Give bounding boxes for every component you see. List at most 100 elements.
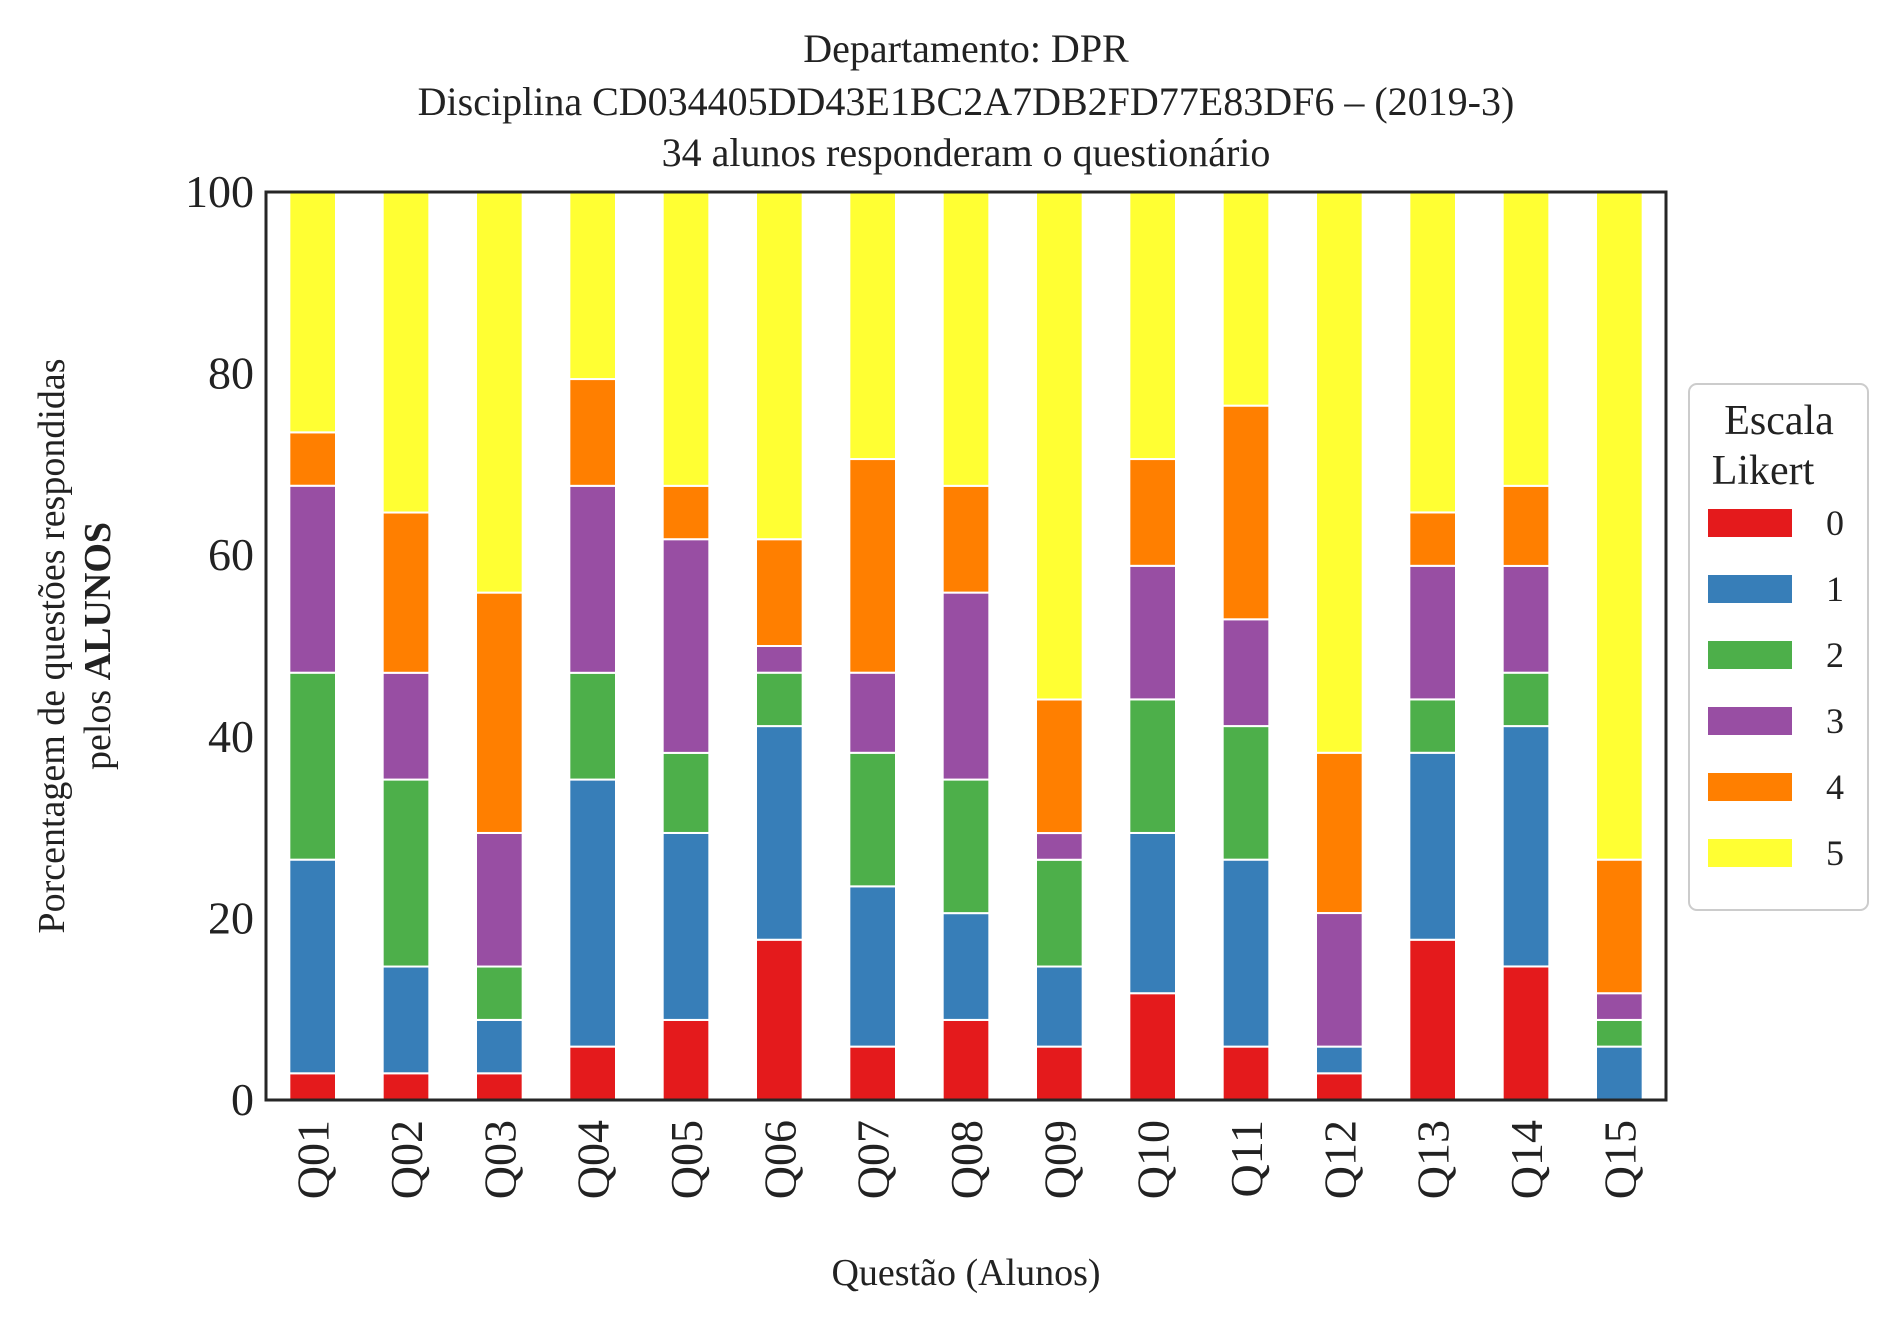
- bar-segment-q06-scale-0: [755, 938, 804, 1101]
- bar-segment-q09-scale-3: [1035, 832, 1084, 861]
- bar-segment-q11-scale-5: [1221, 191, 1271, 407]
- bar-segment-q03-scale-2: [475, 965, 524, 1021]
- bar-segment-q12-scale-4: [1315, 751, 1364, 915]
- bar-segment-q09-scale-1: [1035, 965, 1084, 1048]
- x-tick-label-q01: Q01: [288, 1120, 339, 1199]
- legend-swatch-3: [1708, 707, 1792, 735]
- bar-segment-q02-scale-5: [381, 191, 431, 514]
- bar-segment-q12-scale-0: [1315, 1072, 1364, 1102]
- bar-segment-q06-scale-3: [755, 645, 804, 674]
- x-tick-label-q15: Q15: [1594, 1120, 1645, 1199]
- x-axis: Q01 Q02 Q03 Q04 Q05 Q06 Q07 Q08 Q09 Q10 Q11 Q12 Q13 Q…: [288, 1120, 1646, 1199]
- title-line-3: 34 alunos responderam o questionário: [662, 130, 1271, 175]
- legend-label-4: 4: [1826, 767, 1844, 807]
- bar-segment-q14-scale-3: [1501, 564, 1551, 674]
- bar-segment-q07-scale-0: [848, 1045, 898, 1101]
- plot-frame: [264, 190, 1668, 1102]
- bar-segment-q11-scale-3: [1221, 618, 1271, 728]
- y-axis-label-bold: ALUNOS: [77, 522, 119, 680]
- bar-segment-q02-scale-1: [381, 965, 431, 1075]
- bar-segment-q10-scale-2: [1128, 698, 1177, 834]
- bar-segment-q05-scale-5: [661, 191, 711, 487]
- y-tick-label-0: 0: [231, 1074, 254, 1125]
- x-tick-label-q05: Q05: [661, 1120, 712, 1199]
- bars-layer: [288, 191, 1644, 1102]
- legend: Escala Likert 0 1 2 3 4 5: [1688, 383, 1869, 911]
- bar-segment-q01-scale-2: [288, 671, 337, 861]
- y-axis-label-line-1: Porcentagem de questões respondidas: [31, 358, 73, 933]
- bar-segment-q02-scale-2: [381, 778, 431, 968]
- bar-segment-q03-scale-4: [475, 591, 524, 834]
- bar-segment-q06-scale-1: [755, 725, 804, 941]
- bar-segment-q15-scale-4: [1595, 858, 1644, 995]
- bar-segment-q08-scale-5: [941, 191, 991, 487]
- legend-swatch-0: [1708, 509, 1792, 537]
- y-axis: 0 20 40 60 80 100: [185, 166, 254, 1125]
- bar-segment-q01-scale-3: [288, 484, 337, 674]
- bar-segment-q04-scale-2: [568, 671, 618, 781]
- bar-segment-q09-scale-0: [1035, 1045, 1084, 1101]
- y-tick-label-60: 60: [208, 529, 254, 580]
- bar-segment-q07-scale-2: [848, 751, 898, 888]
- legend-items: 0 1 2 3 4 5: [1708, 503, 1844, 873]
- bar-segment-q13-scale-3: [1408, 564, 1457, 701]
- bar-segment-q15-scale-3: [1595, 992, 1644, 1021]
- bar-segment-q11-scale-0: [1221, 1045, 1271, 1101]
- bar-segment-q01-scale-5: [288, 191, 337, 434]
- bar-segment-q06-scale-5: [755, 191, 804, 541]
- bar-segment-q05-scale-1: [661, 831, 711, 1021]
- y-tick-label-20: 20: [208, 892, 254, 943]
- x-tick-label-q06: Q06: [754, 1120, 805, 1199]
- bar-segment-q03-scale-3: [475, 831, 524, 968]
- bar-segment-q15-scale-2: [1595, 1018, 1644, 1048]
- bar-segment-q13-scale-1: [1408, 751, 1457, 941]
- y-axis-label: Porcentagem de questões respondidas pelo…: [31, 358, 119, 933]
- bar-segment-q10-scale-5: [1128, 191, 1177, 461]
- y-axis-label-prefix: pelos: [77, 680, 119, 770]
- bar-segment-q14-scale-5: [1501, 191, 1551, 487]
- bar-segment-q06-scale-2: [755, 671, 804, 728]
- chart-title: Departamento: DPR Disciplina CD034405DD4…: [418, 26, 1515, 175]
- bar-segment-q03-scale-1: [475, 1018, 524, 1075]
- bar-segment-q07-scale-1: [848, 885, 898, 1048]
- bar-segment-q02-scale-0: [381, 1072, 431, 1102]
- bar-segment-q14-scale-2: [1501, 671, 1551, 728]
- bar-segment-q05-scale-4: [661, 484, 711, 541]
- bar-segment-q10-scale-3: [1128, 564, 1177, 701]
- bar-segment-q09-scale-4: [1035, 698, 1084, 835]
- bar-segment-q07-scale-3: [848, 671, 898, 754]
- bar-segment-q06-scale-4: [755, 538, 804, 647]
- bar-segment-q13-scale-4: [1408, 511, 1457, 567]
- bar-segment-q08-scale-4: [941, 484, 991, 594]
- bar-segment-q08-scale-0: [941, 1018, 991, 1101]
- bar-segment-q09-scale-5: [1035, 191, 1084, 701]
- bar-segment-q15-scale-5: [1595, 191, 1644, 861]
- legend-label-1: 1: [1826, 569, 1844, 609]
- x-tick-label-q09: Q09: [1034, 1120, 1085, 1199]
- x-tick-label-q08: Q08: [941, 1120, 992, 1199]
- x-tick-label-q10: Q10: [1128, 1120, 1179, 1199]
- bar-segment-q08-scale-3: [941, 591, 991, 781]
- bar-segment-q07-scale-4: [848, 458, 898, 674]
- bar-segment-q12-scale-3: [1315, 912, 1364, 1048]
- bar-segment-q13-scale-0: [1408, 938, 1457, 1101]
- bar-segment-q05-scale-3: [661, 538, 711, 754]
- bar-segment-q14-scale-0: [1501, 965, 1551, 1101]
- title-line-2: Disciplina CD034405DD43E1BC2A7DB2FD77E83…: [418, 79, 1515, 124]
- y-axis-label-line-2: pelos ALUNOS: [77, 522, 119, 770]
- x-tick-label-q14: Q14: [1501, 1120, 1552, 1199]
- legend-label-2: 2: [1826, 635, 1844, 675]
- legend-swatch-4: [1708, 773, 1792, 801]
- bar-segment-q09-scale-2: [1035, 858, 1084, 968]
- bar-segment-q10-scale-1: [1128, 831, 1177, 995]
- legend-swatch-2: [1708, 641, 1792, 669]
- bar-segment-q04-scale-3: [568, 484, 618, 674]
- bar-segment-q04-scale-0: [568, 1045, 618, 1101]
- y-tick-label-40: 40: [208, 711, 254, 762]
- x-axis-label: Questão (Alunos): [831, 1252, 1100, 1294]
- bar-segment-q05-scale-2: [661, 751, 711, 834]
- x-tick-label-q04: Q04: [568, 1120, 619, 1199]
- bar-segment-q11-scale-2: [1221, 725, 1271, 861]
- x-tick-label-q11: Q11: [1221, 1120, 1272, 1198]
